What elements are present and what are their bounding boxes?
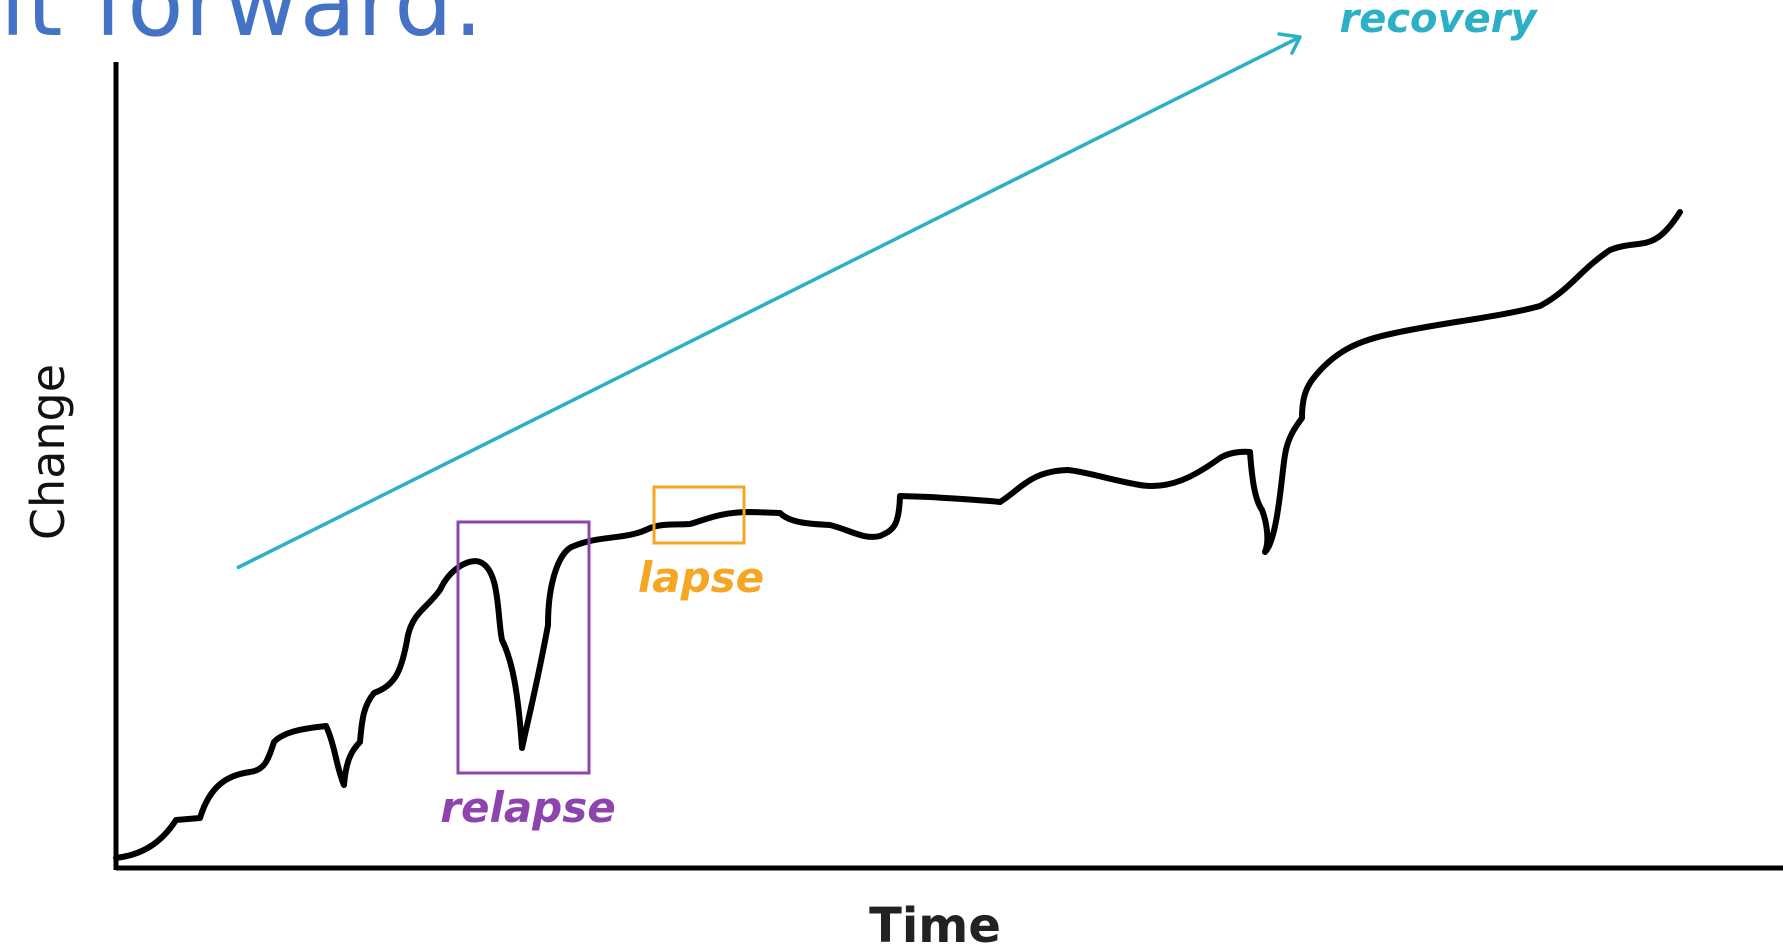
recovery-arrowhead-icon	[1277, 32, 1302, 55]
relapse-label: relapse	[440, 783, 616, 832]
lapse-box	[652, 485, 746, 545]
recovery-label: recovery	[1339, 0, 1538, 42]
x-axis-label: Time	[869, 898, 1001, 947]
change-curve	[113, 209, 1683, 861]
relapse-box	[456, 520, 591, 775]
recovery-arrow-line	[236, 36, 1299, 570]
slide-title: it forward.	[0, 0, 484, 57]
lapse-label: lapse	[638, 553, 764, 602]
y-axis-label: Change	[21, 364, 75, 540]
recovery-arrow	[236, 32, 1302, 570]
